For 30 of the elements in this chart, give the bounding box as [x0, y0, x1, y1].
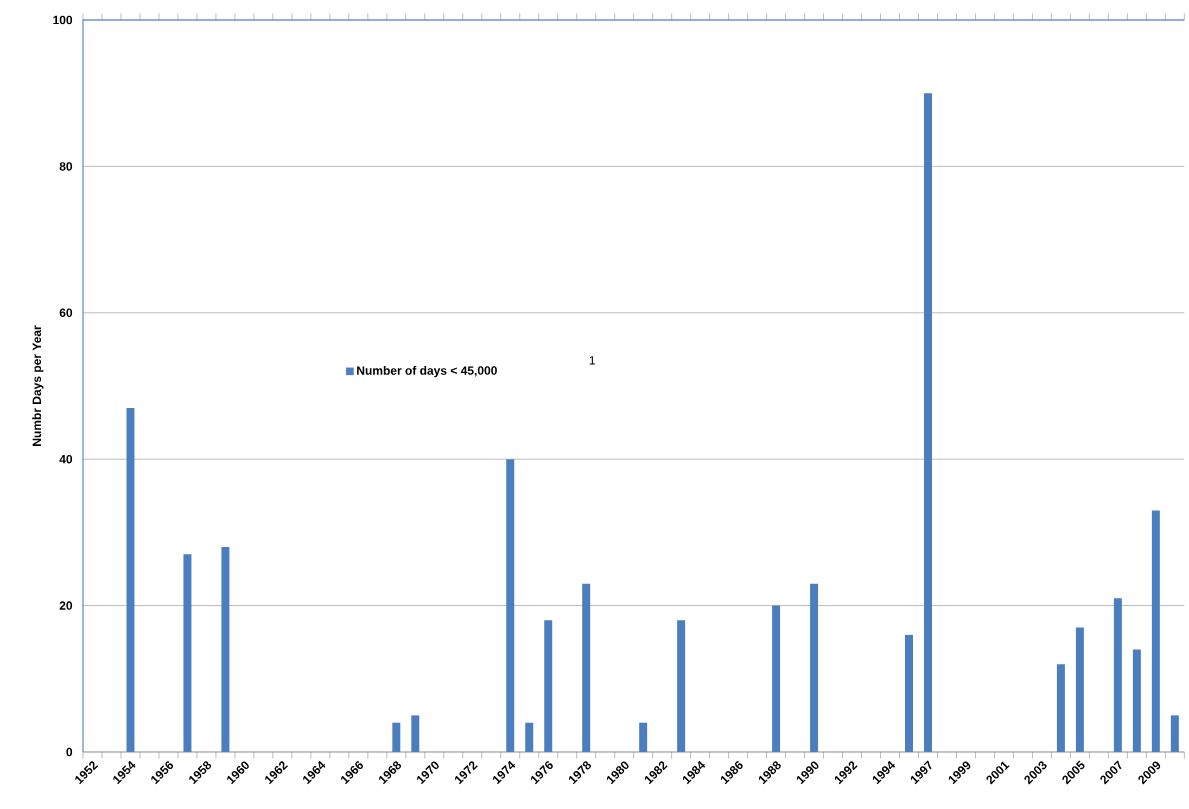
bar [1151, 510, 1160, 752]
bar [582, 583, 591, 752]
y-tick-label: 60 [59, 308, 73, 318]
bar [411, 715, 420, 752]
bar [392, 722, 401, 752]
bar [525, 722, 534, 752]
legend-label: Number of days < 45,000 [357, 365, 497, 378]
bar [221, 547, 230, 752]
bar [126, 407, 135, 752]
bar [772, 605, 781, 752]
bar [677, 620, 686, 752]
bar [1132, 649, 1141, 752]
bar [1170, 715, 1179, 752]
y-axis-title: Numbr Days per Year [32, 325, 44, 446]
bar [1075, 627, 1084, 752]
bar [810, 583, 819, 752]
annotation: 1 [589, 356, 595, 365]
bar [924, 93, 932, 752]
bar [183, 554, 192, 752]
y-tick-label: 100 [53, 15, 73, 25]
y-tick-label: 20 [59, 601, 73, 610]
bar [639, 722, 648, 752]
bar [544, 620, 553, 752]
y-tick-label: 80 [59, 162, 73, 171]
bar [905, 634, 913, 752]
bar [1113, 598, 1122, 752]
bar [506, 459, 515, 752]
y-tick-label: 0 [66, 747, 73, 757]
bar [1056, 664, 1065, 752]
y-tick-label: 40 [59, 454, 73, 464]
